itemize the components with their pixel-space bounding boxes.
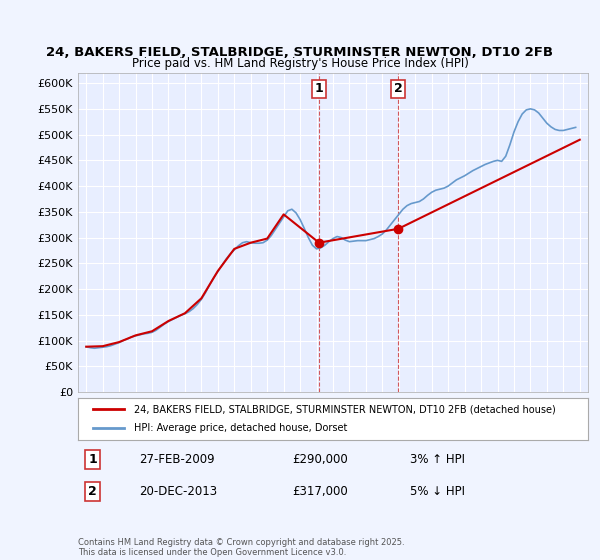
Text: £317,000: £317,000 (292, 485, 348, 498)
Text: Contains HM Land Registry data © Crown copyright and database right 2025.
This d: Contains HM Land Registry data © Crown c… (78, 538, 404, 557)
Text: 2: 2 (394, 82, 403, 95)
Text: Price paid vs. HM Land Registry's House Price Index (HPI): Price paid vs. HM Land Registry's House … (131, 57, 469, 70)
Text: 1: 1 (88, 453, 97, 466)
Text: 24, BAKERS FIELD, STALBRIDGE, STURMINSTER NEWTON, DT10 2FB (detached house): 24, BAKERS FIELD, STALBRIDGE, STURMINSTE… (134, 404, 556, 414)
Text: 24, BAKERS FIELD, STALBRIDGE, STURMINSTER NEWTON, DT10 2FB: 24, BAKERS FIELD, STALBRIDGE, STURMINSTE… (47, 46, 554, 59)
Text: 5% ↓ HPI: 5% ↓ HPI (409, 485, 464, 498)
Text: 27-FEB-2009: 27-FEB-2009 (139, 453, 215, 466)
Text: 20-DEC-2013: 20-DEC-2013 (139, 485, 217, 498)
Text: 1: 1 (314, 82, 323, 95)
Text: HPI: Average price, detached house, Dorset: HPI: Average price, detached house, Dors… (134, 423, 347, 433)
Text: 3% ↑ HPI: 3% ↑ HPI (409, 453, 464, 466)
Text: 2: 2 (88, 485, 97, 498)
Text: £290,000: £290,000 (292, 453, 348, 466)
